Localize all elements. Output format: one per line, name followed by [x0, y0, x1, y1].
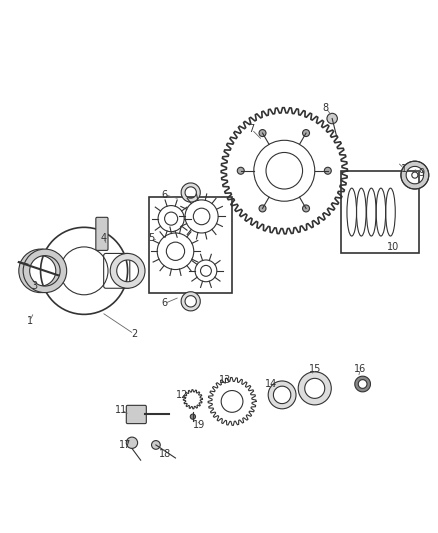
Bar [341, 171, 419, 254]
Text: 16: 16 [354, 364, 367, 374]
Text: 6: 6 [162, 298, 168, 309]
Text: 7: 7 [248, 124, 255, 134]
Text: 15: 15 [308, 364, 321, 374]
Text: 4: 4 [101, 233, 107, 243]
Circle shape [259, 205, 266, 212]
Text: 1: 1 [401, 164, 407, 174]
Circle shape [259, 130, 266, 136]
Text: 17: 17 [119, 440, 131, 450]
Circle shape [190, 414, 195, 419]
Text: 13: 13 [219, 375, 232, 385]
Text: 18: 18 [159, 449, 171, 458]
Text: 19: 19 [193, 421, 205, 430]
Text: 8: 8 [322, 103, 328, 112]
Circle shape [237, 167, 244, 174]
Circle shape [327, 114, 337, 124]
Circle shape [324, 167, 331, 174]
Circle shape [126, 437, 138, 448]
FancyBboxPatch shape [96, 217, 108, 251]
FancyBboxPatch shape [126, 405, 146, 424]
Text: 2: 2 [131, 329, 137, 339]
Text: 6: 6 [162, 190, 168, 200]
Circle shape [152, 441, 160, 449]
Bar [149, 197, 232, 293]
Text: 11: 11 [115, 405, 127, 415]
Text: 9: 9 [418, 168, 424, 178]
Text: 3: 3 [31, 281, 37, 291]
Circle shape [303, 130, 310, 136]
Text: 5: 5 [148, 233, 155, 243]
Text: 12: 12 [176, 390, 188, 400]
Text: 14: 14 [265, 379, 277, 389]
Text: 10: 10 [387, 242, 399, 252]
Circle shape [303, 205, 310, 212]
Text: 1: 1 [27, 316, 33, 326]
